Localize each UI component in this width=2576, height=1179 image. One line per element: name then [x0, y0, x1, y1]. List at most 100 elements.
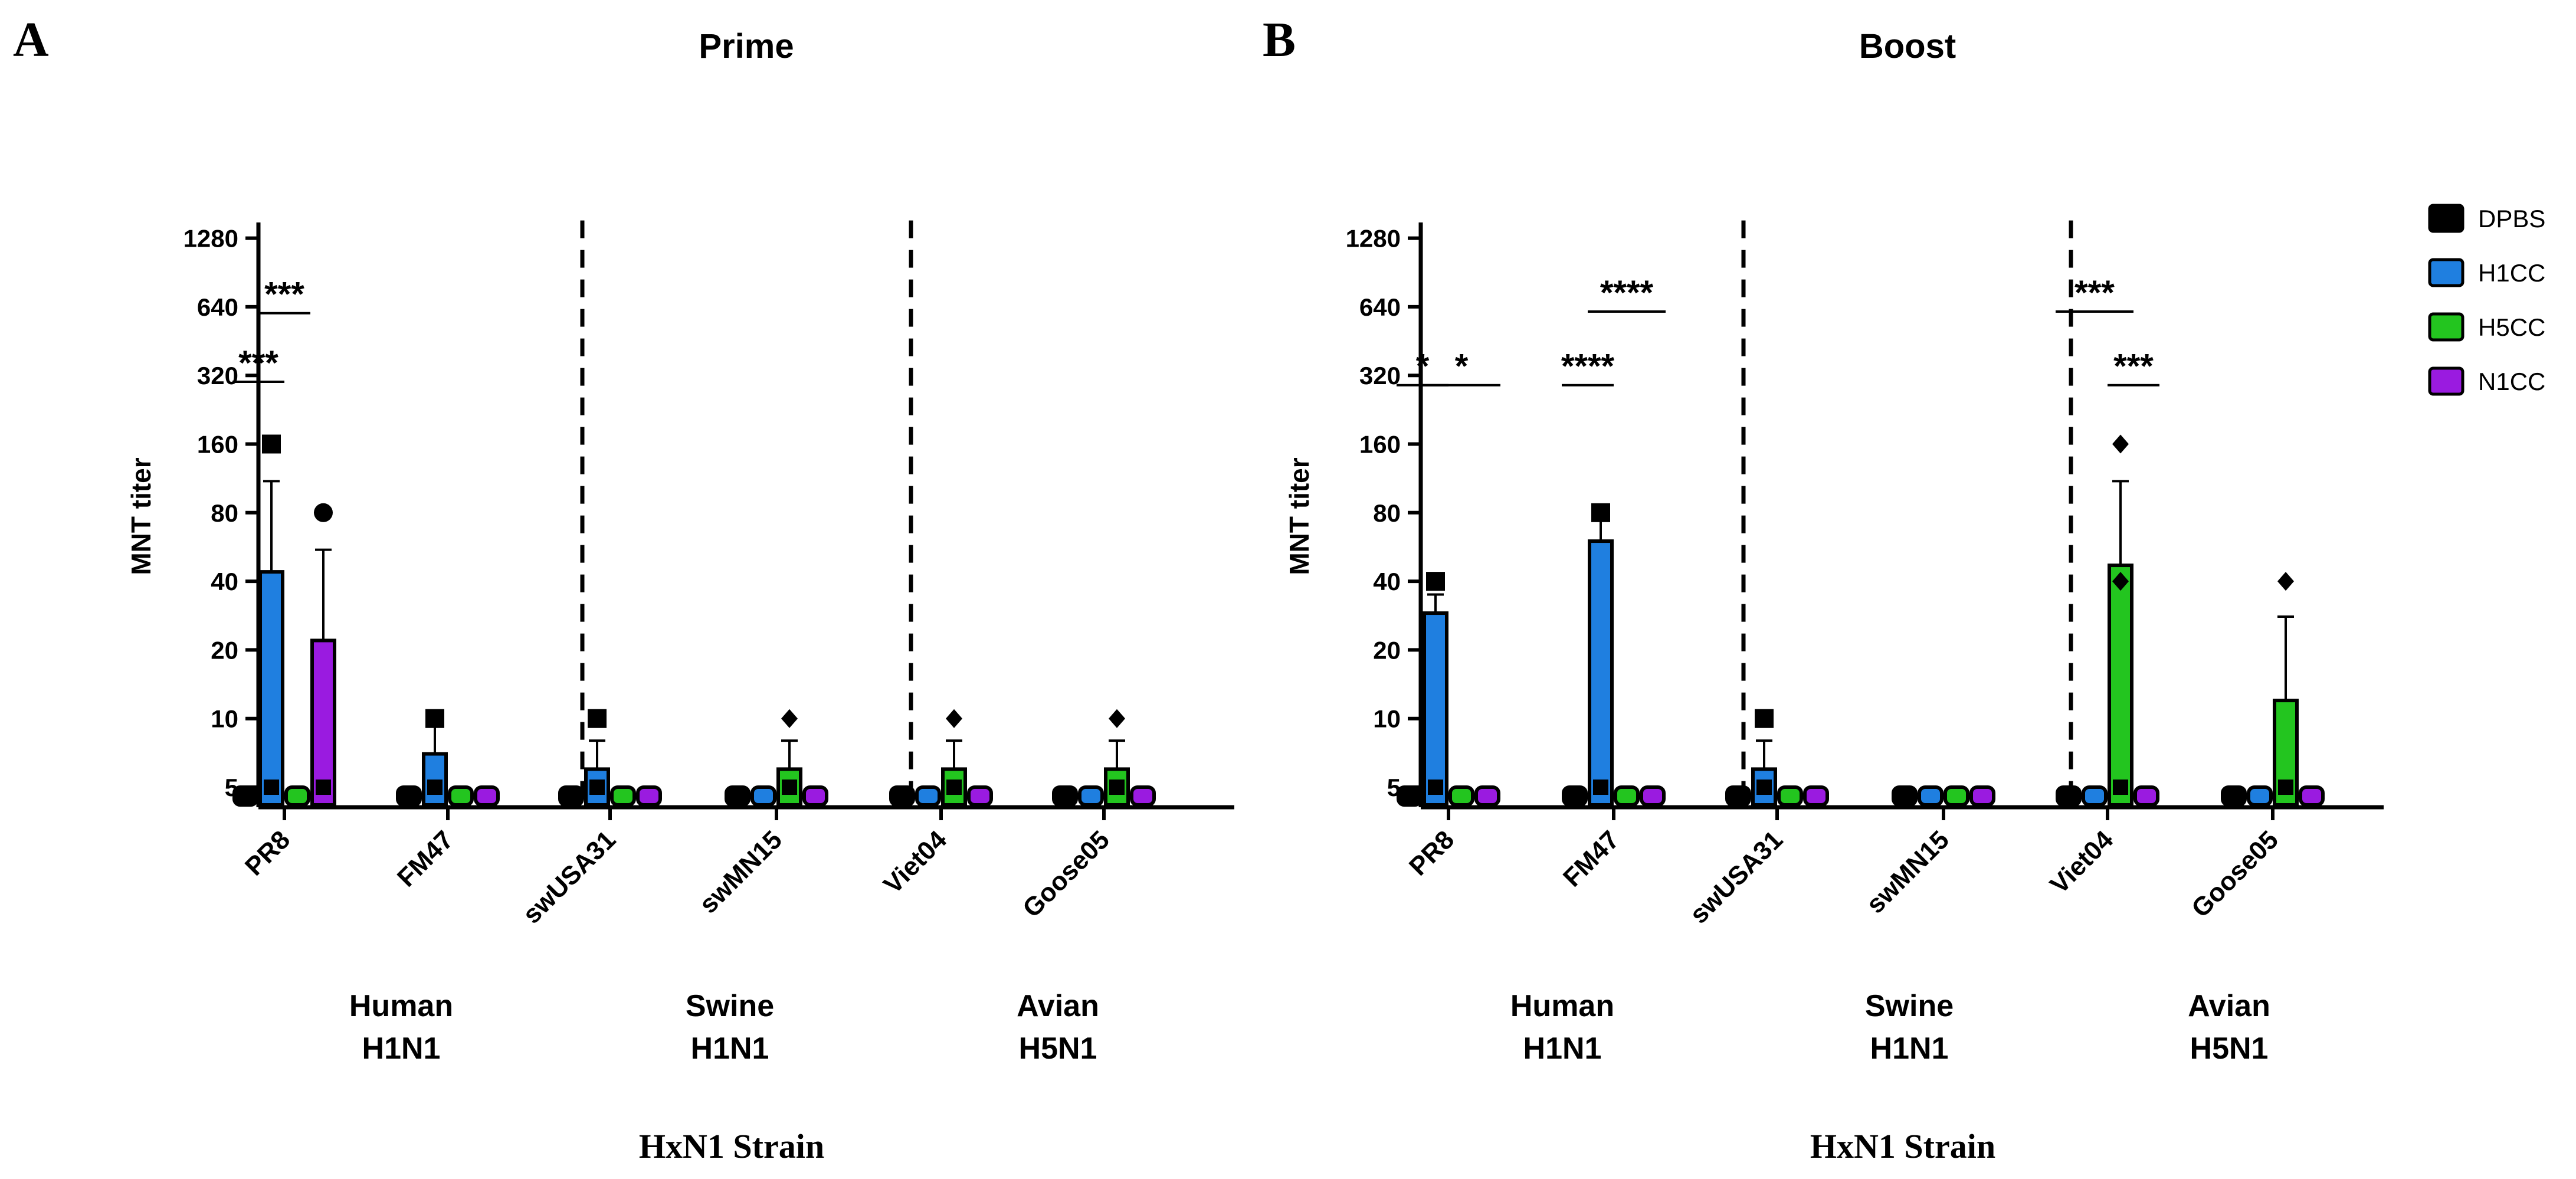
x-category-label: swMN15 [694, 825, 788, 919]
data-point [946, 780, 962, 795]
y-tick-label: 1280 [183, 225, 238, 253]
group-label-avian-line2-b: H5N1 [2190, 1031, 2269, 1066]
bar-dpbs [725, 785, 750, 807]
legend-label-n1cc: N1CC [2478, 368, 2545, 395]
group-label-human-line2-a: H1N1 [362, 1031, 441, 1066]
bar-dpbs [889, 785, 915, 807]
y-tick-label: 20 [211, 636, 238, 664]
bar-h1cc [750, 785, 776, 807]
legend-swatch-h5cc [2428, 312, 2464, 342]
data-point [2278, 780, 2293, 795]
bar-h5cc [610, 785, 636, 807]
bar-n1cc [1474, 785, 1500, 807]
bar-h5cc [1614, 785, 1640, 807]
y-axis-label-b: MNT titer [1284, 457, 1315, 575]
y-tick-label: 40 [1373, 568, 1401, 595]
bar-n1cc [1803, 785, 1829, 807]
data-point [782, 780, 797, 795]
bar-n1cc [636, 785, 662, 807]
y-tick-label: 320 [197, 362, 238, 389]
significance-label: **** [1600, 274, 1654, 312]
bar-dpbs [1725, 785, 1751, 807]
group-label-swine-line1-a: Swine [686, 989, 774, 1023]
bar-h1cc [915, 785, 941, 807]
y-tick-label: 640 [1359, 293, 1401, 321]
y-tick-label: 320 [1359, 362, 1401, 389]
panel-letter-a: A [13, 12, 49, 67]
bar-h1cc [2247, 785, 2273, 807]
bar-h5cc [1944, 785, 1969, 807]
bar-h1cc [1078, 785, 1104, 807]
significance-label: * [1455, 348, 1469, 386]
y-tick-label: 80 [211, 499, 238, 527]
group-label-avian-line1-a: Avian [1017, 989, 1099, 1023]
data-point [1428, 780, 1443, 795]
significance-label: **** [1561, 348, 1615, 386]
data-point [589, 780, 605, 795]
x-axis-title-b: HxN1 Strain [1810, 1127, 1995, 1165]
x-category-label: Viet04 [878, 825, 952, 899]
bar-dpbs [1562, 785, 1588, 807]
bar-dpbs [2221, 785, 2247, 807]
outlier-square [588, 709, 607, 728]
outlier-circle [314, 503, 333, 522]
bar-n1cc [967, 785, 993, 807]
y-axis-label-a: MNT titer [126, 457, 156, 575]
y-tick-label: 40 [211, 568, 238, 595]
bar-h5cc [1777, 785, 1803, 807]
legend-label-h1cc: H1CC [2478, 259, 2545, 287]
bar-n1cc [802, 785, 828, 807]
significance-label: *** [2113, 348, 2154, 386]
outlier-diamond [781, 709, 798, 728]
bar-h1cc [258, 570, 284, 807]
chart-title-prime: Prime [699, 27, 794, 66]
data-point [427, 780, 443, 795]
outlier-square [1755, 709, 1774, 728]
x-category-label: PR8 [1404, 825, 1460, 881]
outlier-diamond [2112, 434, 2129, 454]
bar-dpbs [396, 785, 422, 807]
x-category-label: Goose05 [2186, 825, 2284, 923]
x-category-label: swUSA31 [517, 825, 621, 929]
data-point [1109, 780, 1125, 795]
legend-swatch-n1cc [2428, 366, 2464, 396]
outlier-square [425, 709, 444, 728]
bar-n1cc [310, 638, 336, 807]
data-point [316, 780, 331, 795]
bar-h1cc [2082, 785, 2108, 807]
significance-label: *** [238, 344, 278, 382]
bar-n1cc [2133, 785, 2159, 807]
legend-swatch-dpbs [2428, 204, 2464, 233]
chart-title-boost: Boost [1859, 27, 1956, 66]
outlier-square [1591, 503, 1610, 522]
bar-n1cc [2299, 785, 2325, 807]
x-category-label: PR8 [240, 825, 296, 881]
y-tick-label: 10 [1373, 705, 1401, 733]
data-point [264, 780, 279, 795]
legend: DPBS H1CC H5CC N1CC [2428, 204, 2545, 396]
outlier-square [262, 434, 281, 454]
x-category-label: Goose05 [1017, 825, 1115, 923]
x-category-label: swMN15 [1861, 825, 1955, 919]
y-tick-label: 80 [1373, 499, 1401, 527]
significance-label: *** [2074, 274, 2115, 312]
bar-h5cc [284, 785, 310, 807]
y-tick-label: 1280 [1346, 225, 1401, 253]
bar-n1cc [474, 785, 500, 807]
y-tick-label: 640 [197, 293, 238, 321]
group-label-human-line2-b: H1N1 [1523, 1031, 1602, 1066]
bar-h5cc [1448, 785, 1474, 807]
bar-h5cc [2108, 564, 2133, 807]
data-point [2113, 780, 2128, 795]
group-label-swine-line2-a: H1N1 [691, 1031, 769, 1066]
y-tick-label: 10 [211, 705, 238, 733]
x-axis-title-a: HxN1 Strain [639, 1127, 824, 1165]
x-category-label: FM47 [392, 825, 459, 892]
outlier-diamond [946, 709, 962, 728]
data-point [1593, 780, 1608, 795]
x-category-label: swUSA31 [1684, 825, 1788, 929]
outlier-diamond [1109, 709, 1125, 728]
significance-label: *** [264, 276, 304, 314]
